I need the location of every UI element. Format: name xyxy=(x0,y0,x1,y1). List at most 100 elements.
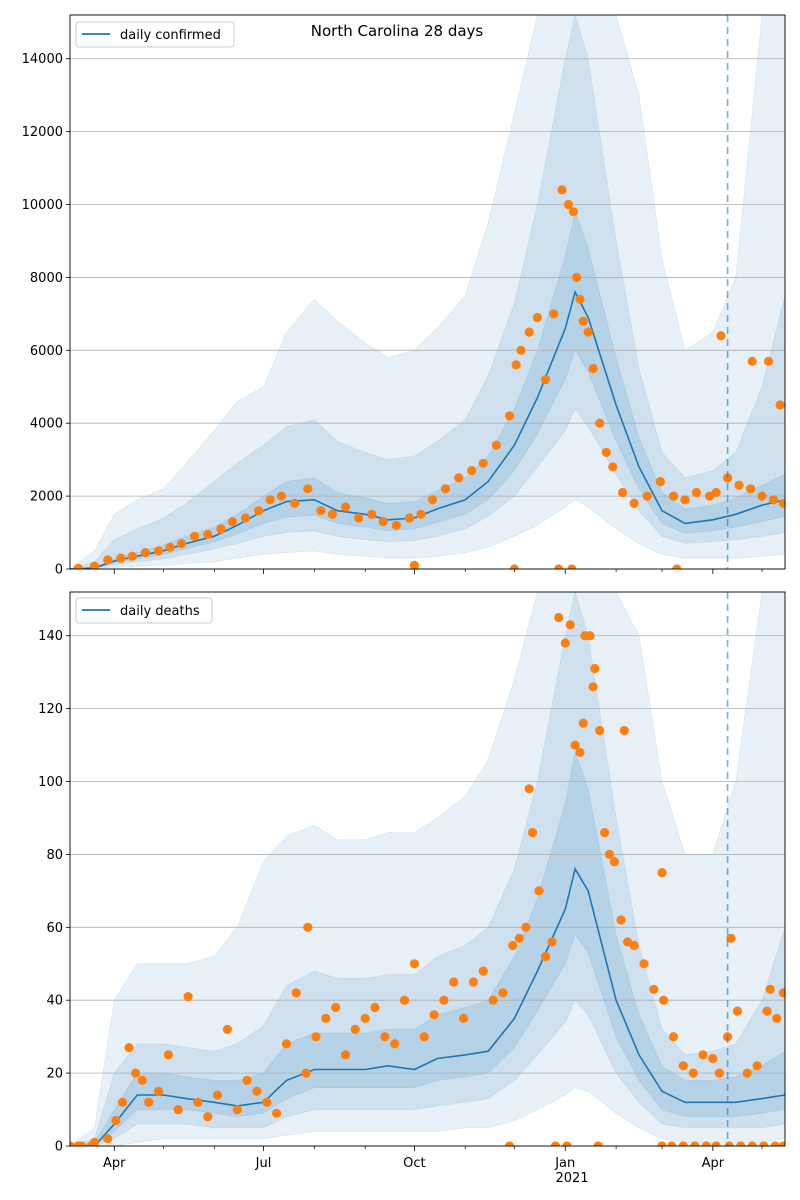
data-point xyxy=(639,959,649,969)
band-mid-deaths xyxy=(70,592,785,1146)
data-point xyxy=(762,1006,772,1016)
data-point xyxy=(290,498,300,508)
data-point xyxy=(563,199,574,210)
data-point xyxy=(616,915,626,925)
series-line-deaths xyxy=(70,866,785,1146)
data-point xyxy=(504,411,515,421)
data-point xyxy=(491,440,501,450)
data-point xyxy=(86,1141,96,1146)
data-point xyxy=(768,495,779,505)
data-point xyxy=(667,1141,677,1146)
data-point xyxy=(301,1068,311,1078)
data-point xyxy=(327,509,337,519)
y-tick-label: 10000 xyxy=(22,198,63,213)
data-point xyxy=(70,1141,75,1146)
y-tick-label: 6000 xyxy=(30,344,63,359)
data-point xyxy=(354,513,364,523)
data-point xyxy=(409,560,419,569)
data-point xyxy=(668,1032,679,1042)
data-point xyxy=(429,1010,439,1020)
band-inner-confirmed xyxy=(70,210,785,569)
data-point xyxy=(775,400,785,410)
data-point xyxy=(222,1024,232,1034)
data-point xyxy=(440,484,451,494)
data-point xyxy=(103,555,113,565)
data-point xyxy=(604,849,615,860)
band-outer-deaths xyxy=(70,592,785,1146)
data-point xyxy=(478,966,488,976)
data-point xyxy=(378,517,388,527)
data-point xyxy=(757,491,767,501)
data-point xyxy=(213,1090,223,1100)
data-point xyxy=(262,1097,272,1107)
data-point xyxy=(252,1086,262,1096)
data-point xyxy=(732,1006,743,1016)
data-point xyxy=(655,476,666,487)
data-point xyxy=(390,1039,400,1049)
data-point xyxy=(144,1097,154,1107)
y-tick-label: 100 xyxy=(38,775,63,790)
data-point xyxy=(609,857,620,867)
axes-frame xyxy=(69,591,786,1147)
data-point xyxy=(190,531,200,541)
data-point xyxy=(276,491,287,501)
data-point xyxy=(524,784,534,794)
data-point xyxy=(427,495,437,505)
data-point xyxy=(439,995,449,1005)
data-point xyxy=(467,466,477,476)
data-point xyxy=(116,553,126,563)
data-point xyxy=(714,1068,725,1078)
data-point xyxy=(76,1141,87,1146)
data-point xyxy=(321,1013,331,1024)
data-point xyxy=(565,620,575,630)
data-point xyxy=(541,951,551,962)
data-point xyxy=(534,886,544,896)
data-point xyxy=(778,498,785,508)
data-point xyxy=(550,1141,560,1146)
x-tick-label: Apr xyxy=(702,1156,725,1171)
data-point xyxy=(778,988,785,998)
data-point xyxy=(549,309,559,319)
data-point xyxy=(380,1032,390,1042)
data-point xyxy=(649,984,659,994)
data-point xyxy=(478,458,488,468)
data-point xyxy=(409,959,419,969)
data-point xyxy=(124,1043,134,1053)
data-point xyxy=(588,363,598,374)
data-point xyxy=(736,1141,746,1146)
data-point xyxy=(595,725,605,736)
data-point xyxy=(629,940,639,951)
data-point xyxy=(678,1061,688,1071)
y-tick-label: 0 xyxy=(55,563,63,578)
data-point xyxy=(588,682,598,692)
y-tick-label: 40 xyxy=(46,994,63,1009)
data-point xyxy=(303,922,313,932)
series-line-confirmed xyxy=(70,289,785,569)
y-tick-label: 4000 xyxy=(30,417,63,432)
data-point xyxy=(575,294,585,304)
data-point xyxy=(672,564,682,569)
data-point xyxy=(203,1112,213,1122)
data-point xyxy=(711,487,721,498)
data-point xyxy=(468,977,478,987)
data-point xyxy=(726,933,736,943)
data-point xyxy=(567,564,577,569)
data-point xyxy=(272,1108,282,1118)
data-point xyxy=(629,498,639,508)
data-point xyxy=(601,447,611,457)
data-point xyxy=(747,356,757,366)
data-point xyxy=(370,1002,380,1013)
data-point xyxy=(311,1032,321,1042)
data-point xyxy=(240,513,251,523)
data-point xyxy=(657,868,667,878)
data-point xyxy=(716,331,726,341)
data-point xyxy=(524,327,534,337)
data-point xyxy=(772,1013,782,1024)
data-point xyxy=(514,933,524,943)
data-point xyxy=(509,564,519,569)
data-point xyxy=(216,524,226,534)
data-point xyxy=(176,538,187,549)
legend-confirmed: daily confirmed xyxy=(75,21,235,48)
data-point xyxy=(747,1141,757,1146)
